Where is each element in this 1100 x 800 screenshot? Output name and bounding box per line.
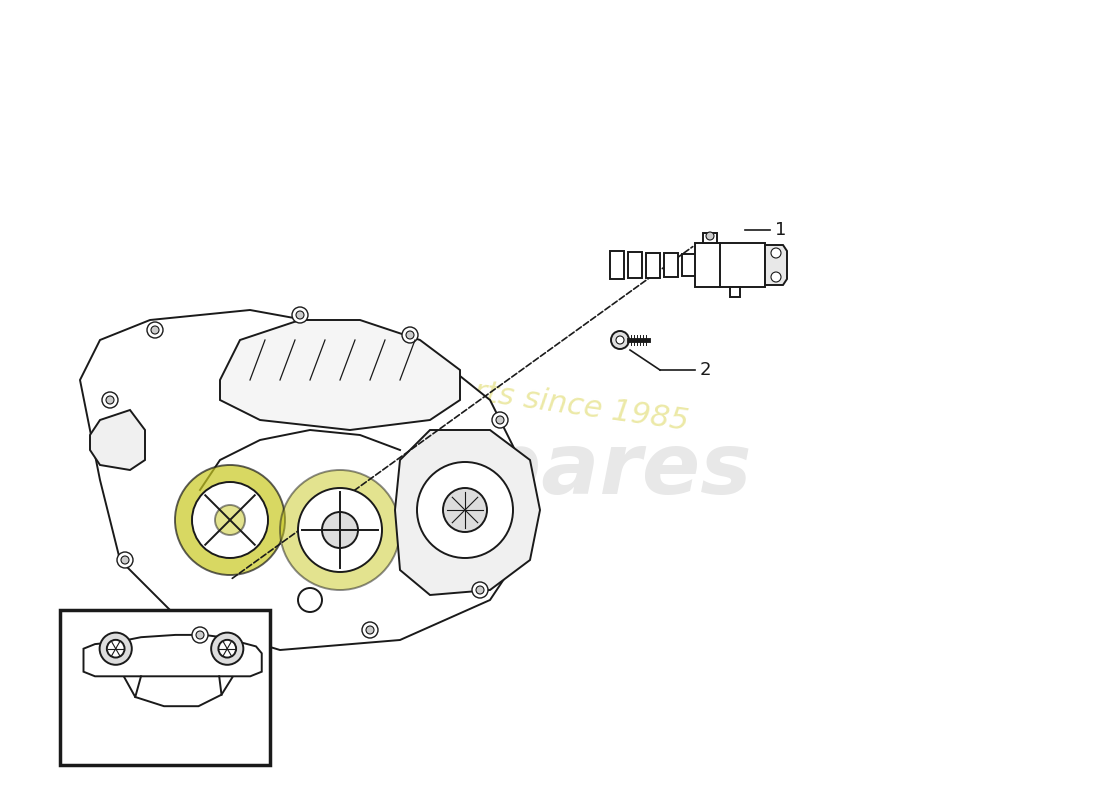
Bar xyxy=(628,252,642,278)
Circle shape xyxy=(107,640,124,658)
Polygon shape xyxy=(220,320,460,430)
Circle shape xyxy=(121,556,129,564)
Circle shape xyxy=(406,331,414,339)
Circle shape xyxy=(298,488,382,572)
Circle shape xyxy=(298,588,322,612)
Circle shape xyxy=(296,311,304,319)
Circle shape xyxy=(706,232,714,240)
Circle shape xyxy=(175,465,285,575)
Circle shape xyxy=(610,331,629,349)
Bar xyxy=(60,610,270,765)
Circle shape xyxy=(100,633,132,665)
Circle shape xyxy=(476,586,484,594)
Circle shape xyxy=(366,626,374,634)
Polygon shape xyxy=(764,245,786,285)
Bar xyxy=(730,287,740,297)
Circle shape xyxy=(472,582,488,598)
Circle shape xyxy=(219,640,236,658)
Circle shape xyxy=(362,622,378,638)
Polygon shape xyxy=(84,635,262,676)
Circle shape xyxy=(192,482,268,558)
Bar xyxy=(703,233,717,243)
Bar xyxy=(610,251,624,279)
Circle shape xyxy=(402,327,418,343)
Circle shape xyxy=(151,326,160,334)
Circle shape xyxy=(417,462,513,558)
Circle shape xyxy=(280,470,400,590)
Circle shape xyxy=(616,336,624,344)
Circle shape xyxy=(102,392,118,408)
Circle shape xyxy=(771,272,781,282)
Polygon shape xyxy=(395,430,540,595)
Circle shape xyxy=(492,412,508,428)
Text: a passion for parts since 1985: a passion for parts since 1985 xyxy=(230,343,691,437)
Circle shape xyxy=(292,307,308,323)
Bar xyxy=(646,253,660,278)
Circle shape xyxy=(214,505,245,535)
Circle shape xyxy=(443,488,487,532)
Circle shape xyxy=(106,396,114,404)
Bar xyxy=(682,254,696,276)
Circle shape xyxy=(196,631,204,639)
Circle shape xyxy=(147,322,163,338)
Circle shape xyxy=(117,552,133,568)
Circle shape xyxy=(496,416,504,424)
Text: 1: 1 xyxy=(776,221,786,239)
Circle shape xyxy=(192,627,208,643)
Bar xyxy=(664,254,678,277)
Polygon shape xyxy=(90,410,145,470)
Text: eurospares: eurospares xyxy=(208,429,752,511)
Circle shape xyxy=(322,512,358,548)
Circle shape xyxy=(211,633,243,665)
Polygon shape xyxy=(80,310,530,650)
Bar xyxy=(695,243,764,287)
Text: 2: 2 xyxy=(700,361,712,379)
Circle shape xyxy=(771,248,781,258)
